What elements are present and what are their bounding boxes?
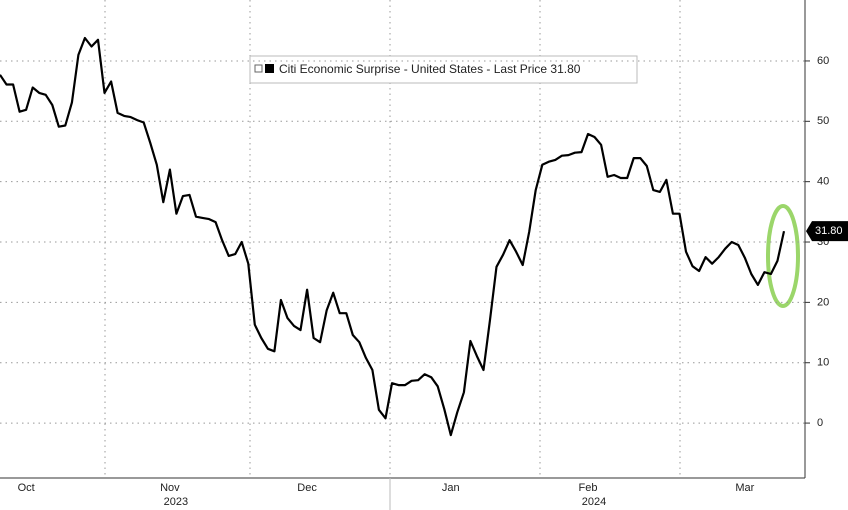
x-tick-label: Mar [735,482,754,494]
x-tick-label: Oct [18,482,35,494]
highlight-circle [766,204,800,308]
x-tick-label: Dec [297,482,317,494]
y-tick-label: 20 [817,296,829,308]
y-tick-label: 40 [817,176,829,188]
x-tick-label: Nov [160,482,180,494]
y-tick-label: 0 [817,417,823,429]
legend-checkbox [254,64,263,73]
line [0,36,786,437]
last-price-box [806,221,848,242]
year-label: 2023 [164,496,188,508]
y-tick-label: 50 [817,115,829,127]
last-price-label: 31.80 [815,225,843,237]
legend-label: Citi Economic Surprise - United States -… [279,62,581,76]
x-tick-label: Feb [579,482,598,494]
legend: Citi Economic Surprise - United States -… [249,55,638,84]
legend-swatch [265,64,274,73]
year-label: 2024 [582,496,606,508]
y-tick-label: 60 [817,55,829,67]
x-tick-label: Jan [442,482,460,494]
y-tick-label: 10 [817,357,829,369]
